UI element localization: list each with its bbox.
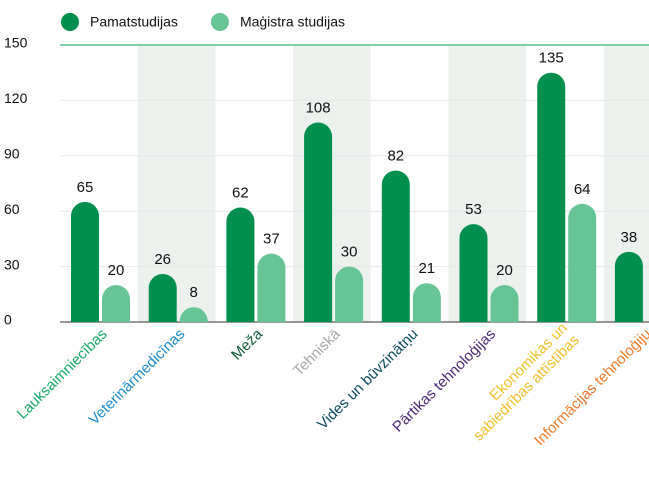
data-label: 20 [108,262,125,279]
data-label: 135 [539,50,564,67]
data-label: 82 [387,148,404,165]
y-tick-label: 90 [4,146,20,162]
data-label: 21 [418,260,435,277]
y-tick-label: 30 [4,256,20,272]
data-label: 30 [341,244,358,261]
bar [226,207,255,322]
data-label: 8 [190,284,198,301]
y-tick-label: 0 [4,312,12,328]
y-tick-label: 150 [4,35,28,51]
data-label: 26 [154,251,171,268]
x-tick-label: Meža [228,325,266,363]
data-label: 64 [574,181,591,198]
legend-marker [210,13,229,31]
bar [304,122,333,322]
x-tick-label: Tehniskā [290,325,344,379]
legend-marker [61,13,79,31]
data-label: 62 [232,184,249,201]
legend-label: Pamatstudijas [90,14,178,30]
data-label: 53 [465,201,482,218]
bar [335,266,364,322]
bar [148,273,177,322]
data-label: 37 [263,231,280,248]
y-tick-label: 60 [4,201,20,217]
bar [412,283,441,322]
bar [381,170,410,322]
bar [459,224,488,322]
data-label: 65 [77,179,94,196]
data-label: 20 [496,262,513,279]
bar [71,201,99,322]
bar [537,72,566,322]
bar [102,285,130,322]
bar [179,307,208,322]
data-label: 38 [621,229,638,246]
y-tick-label: 120 [4,90,28,106]
bar [568,203,597,322]
bar [614,251,643,322]
legend-label: Maģistra studijas [240,14,345,30]
data-label: 108 [306,100,331,117]
band [137,45,216,322]
bar [257,253,286,322]
bar [490,285,519,322]
